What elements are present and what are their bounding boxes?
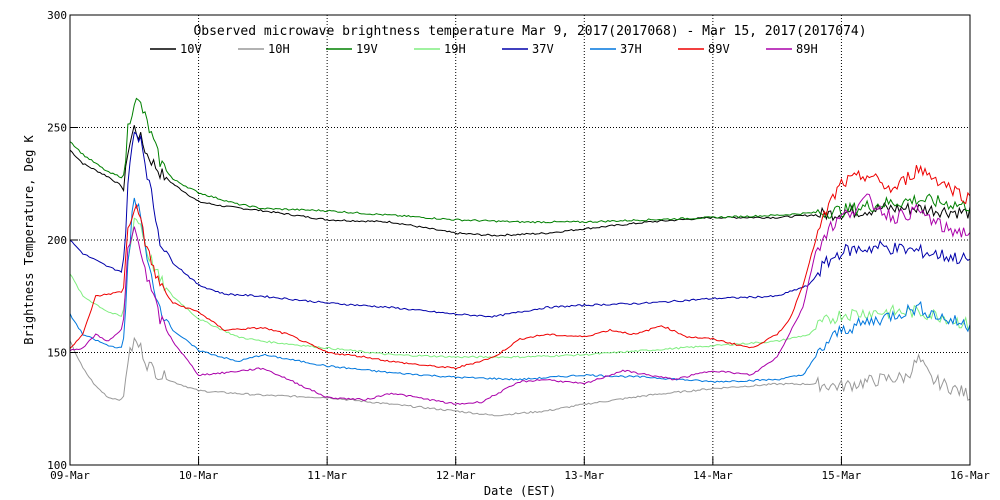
x-tick-label: 09-Mar <box>50 469 90 482</box>
y-axis-ticks: 100 150 200 250 300 <box>47 9 78 472</box>
series-line-10v <box>69 125 971 237</box>
legend-label-10v: 10V <box>180 42 202 56</box>
x-tick-label: 15-Mar <box>822 469 862 482</box>
y-tick-label: 300 <box>47 9 67 22</box>
y-tick-label: 200 <box>47 234 67 247</box>
chart-title: Observed microwave brightness temperatur… <box>193 24 866 39</box>
series-line-10h <box>69 336 971 417</box>
x-axis-ticks: 09-Mar 10-Mar 11-Mar 12-Mar 13-Mar 14-Mar 15-M… <box>50 457 990 482</box>
y-tick-label: 150 <box>47 347 67 360</box>
legend-label-37v: 37V <box>532 42 554 56</box>
y-axis-label: Brightness Temperature, Deg K <box>22 134 36 344</box>
legend-label-10h: 10H <box>268 42 290 56</box>
x-tick-label: 16-Mar <box>950 469 990 482</box>
legend-label-19v: 19V <box>356 42 378 56</box>
series-line-19h <box>69 217 971 359</box>
legend: 10V 10H 19V 19H 37V 37H 89V 89H <box>150 42 818 56</box>
legend-label-89v: 89V <box>708 42 730 56</box>
x-tick-label: 10-Mar <box>179 469 219 482</box>
grid-lines <box>70 15 970 465</box>
series-line-37v <box>69 131 971 318</box>
series-line-37h <box>69 197 971 383</box>
x-tick-label: 12-Mar <box>436 469 476 482</box>
series-layer <box>69 97 971 417</box>
x-tick-label: 11-Mar <box>307 469 347 482</box>
legend-label-37h: 37H <box>620 42 642 56</box>
legend-label-89h: 89H <box>796 42 818 56</box>
legend-label-19h: 19H <box>444 42 466 56</box>
y-tick-label: 250 <box>47 122 67 135</box>
series-line-89v <box>69 164 971 370</box>
series-line-89h <box>69 193 971 405</box>
y-tick-label: 100 <box>47 459 67 472</box>
x-tick-label: 14-Mar <box>693 469 733 482</box>
x-axis-label: Date (EST) <box>484 484 556 498</box>
series-line-19v <box>69 97 971 224</box>
x-tick-label: 13-Mar <box>564 469 604 482</box>
